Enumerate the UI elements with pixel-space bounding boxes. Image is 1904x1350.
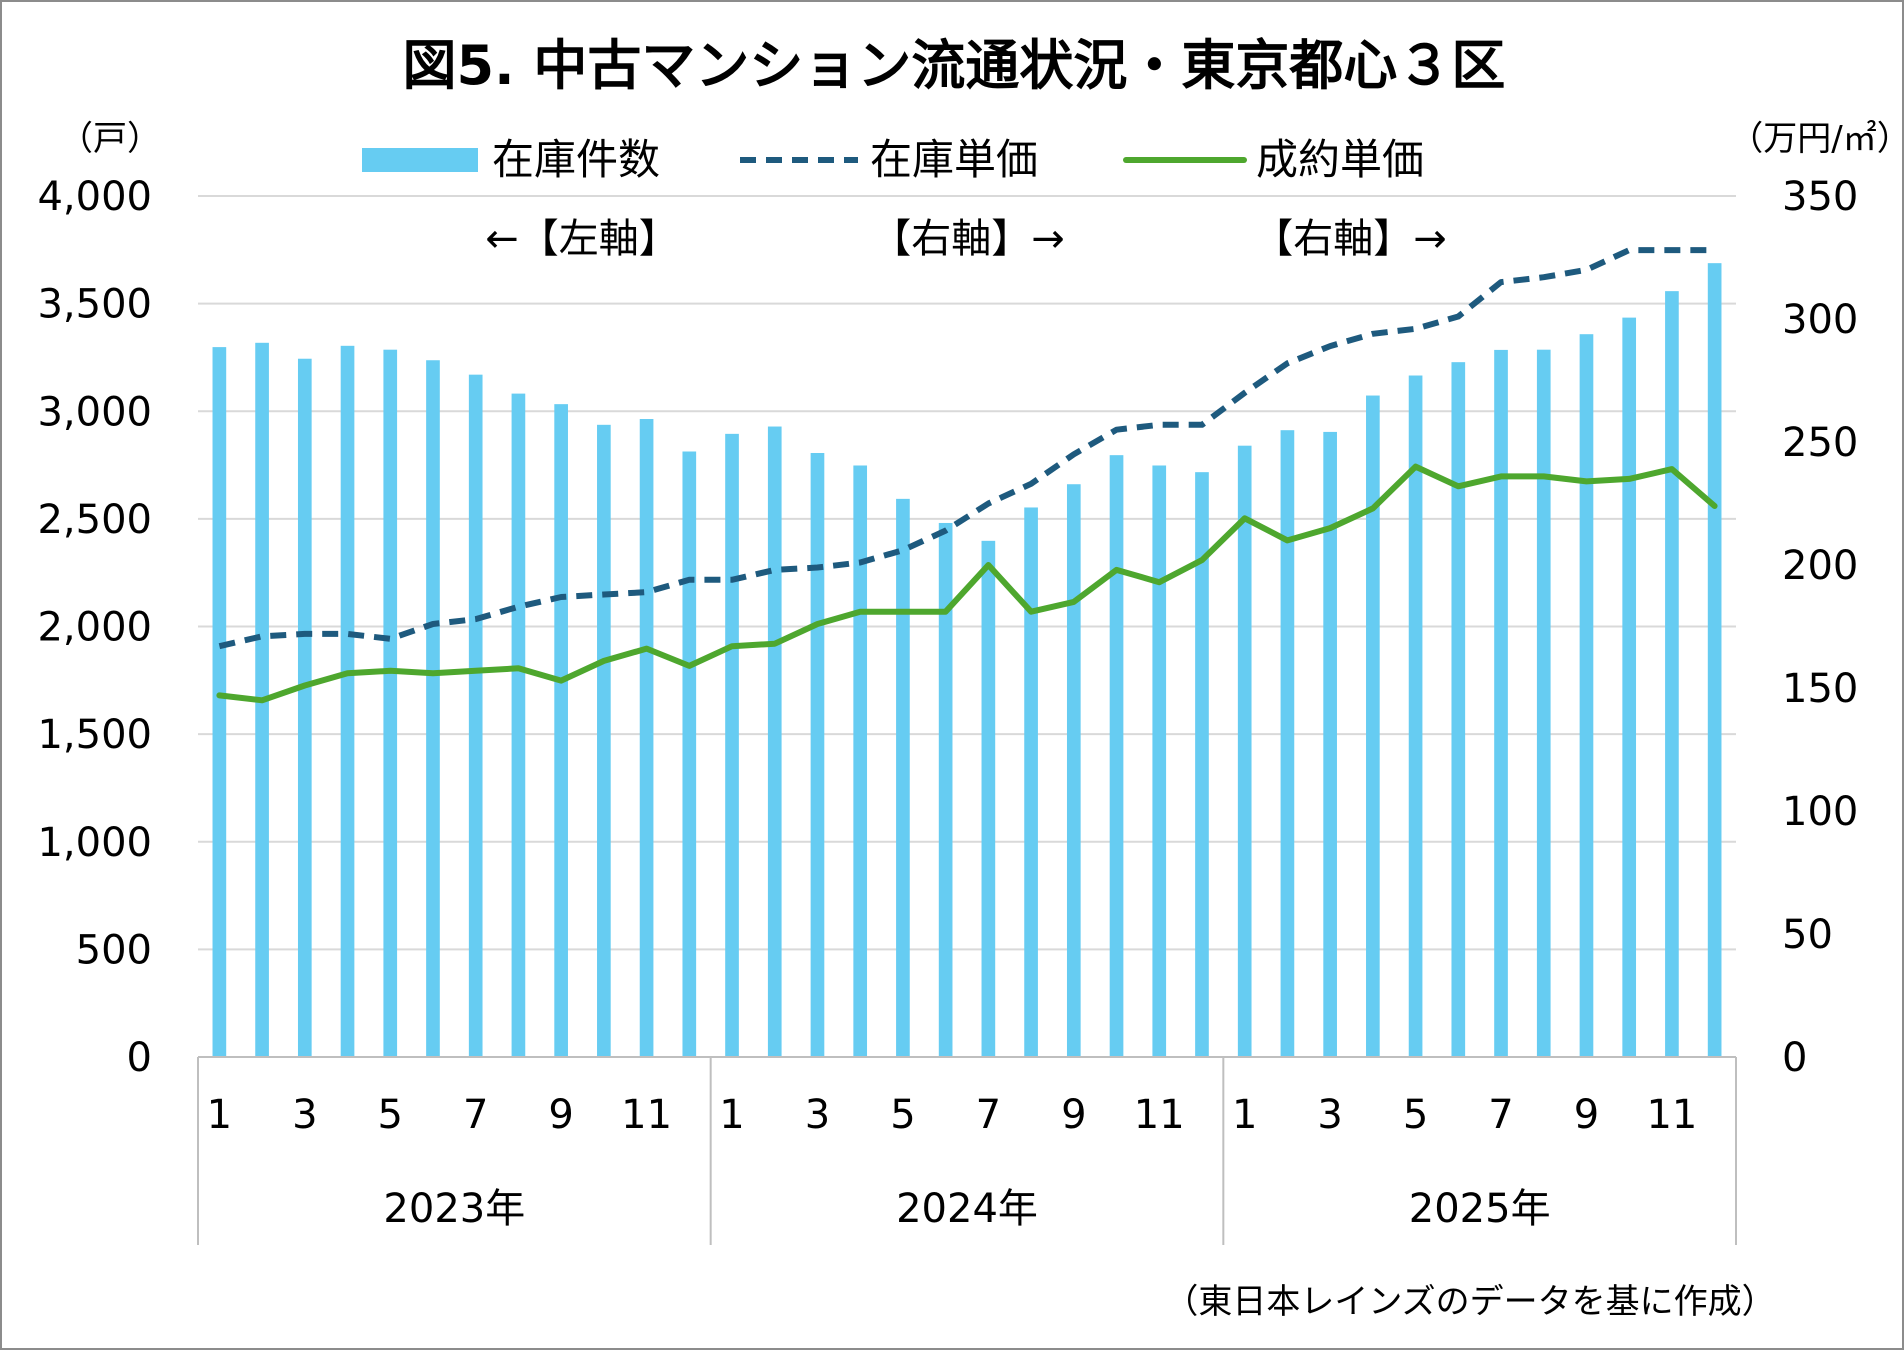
bar [981, 540, 996, 1057]
left-tick-label: 500 [76, 927, 152, 973]
bar [554, 404, 568, 1058]
month-label: 9 [1574, 1092, 1599, 1138]
source-note: （東日本レインズのデータを基に作成） [1164, 1282, 1775, 1322]
left-tick-label: 4,000 [37, 174, 152, 220]
month-label: 1 [207, 1092, 232, 1138]
right-tick-label: 300 [1782, 297, 1858, 343]
right-axis-unit: （万円/㎡） [1729, 119, 1902, 159]
month-label: 5 [890, 1092, 915, 1138]
month-label: 7 [463, 1092, 488, 1138]
bar [1237, 445, 1252, 1057]
bar [682, 451, 697, 1058]
bar [212, 347, 227, 1058]
left-tick-label: 0 [127, 1035, 152, 1081]
right-tick-label: 250 [1782, 420, 1858, 466]
bar-series [212, 263, 1722, 1058]
legend-label: 成約単価 [1256, 135, 1424, 184]
month-label: 11 [1646, 1092, 1697, 1138]
month-label: 5 [378, 1092, 403, 1138]
year-label: 2025年 [1409, 1186, 1551, 1232]
inventory-price-line [218, 247, 1715, 650]
left-tick-label: 3,000 [37, 389, 152, 435]
left-axis-ticks: 0 500 1,000 1,500 2,000 2,500 3,000 3,500 4,000 [37, 174, 152, 1081]
month-label: 9 [548, 1092, 573, 1138]
axis-note: 【右軸】→ [871, 216, 1065, 262]
legend: 在庫件数 在庫単価 成約単価 [362, 135, 1424, 184]
axis-notes: ←【左軸】 【右軸】→ 【右軸】→ [485, 216, 1447, 262]
bar [896, 498, 910, 1057]
legend-swatch-bar [362, 148, 478, 172]
month-label: 9 [1061, 1092, 1086, 1138]
bar [1280, 430, 1295, 1057]
month-label: 11 [621, 1092, 672, 1138]
bar [1494, 349, 1508, 1057]
bar [853, 465, 868, 1057]
bar [383, 349, 398, 1058]
right-tick-label: 200 [1782, 543, 1858, 589]
year-label: 2023年 [383, 1186, 525, 1232]
right-axis-ticks: 0 50 100 150 200 250 300 350 [1782, 174, 1858, 1081]
axis-note: 【右軸】→ [1253, 216, 1447, 262]
bar [511, 393, 526, 1057]
month-label: 7 [976, 1092, 1001, 1138]
bar [1109, 455, 1124, 1057]
right-tick-label: 50 [1782, 912, 1833, 958]
right-tick-label: 350 [1782, 174, 1858, 220]
legend-label: 在庫単価 [870, 135, 1038, 184]
gridlines [198, 195, 1736, 951]
bar [810, 453, 825, 1057]
month-label: 1 [719, 1092, 744, 1138]
month-label: 1 [1232, 1092, 1257, 1138]
left-tick-label: 2,500 [37, 497, 152, 543]
bar [340, 345, 355, 1058]
month-label: 3 [292, 1092, 317, 1138]
bar [1622, 317, 1637, 1058]
left-tick-label: 3,500 [37, 282, 152, 328]
bar [1195, 472, 1209, 1057]
month-label: 11 [1134, 1092, 1185, 1138]
axis-note: ←【左軸】 [485, 216, 679, 262]
right-tick-label: 0 [1782, 1035, 1807, 1081]
bar [468, 374, 483, 1058]
legend-label: 在庫件数 [492, 135, 660, 184]
bar [1066, 484, 1081, 1058]
month-label: 3 [805, 1092, 830, 1138]
right-tick-label: 100 [1782, 789, 1858, 835]
chart-title: 図5. 中古マンション流通状況・東京都心３区 [403, 34, 1506, 97]
month-label: 7 [1488, 1092, 1513, 1138]
bar [297, 358, 312, 1057]
line-series [216, 247, 1718, 704]
bar [938, 522, 953, 1057]
left-tick-label: 1,000 [37, 820, 152, 866]
bar [1707, 263, 1722, 1058]
month-label: 3 [1317, 1092, 1342, 1138]
bar [1665, 291, 1679, 1057]
bar [639, 418, 654, 1057]
bar [1024, 507, 1038, 1057]
bar [1152, 465, 1167, 1057]
bar [1579, 334, 1594, 1057]
bar [1536, 349, 1551, 1058]
year-label: 2024年 [896, 1186, 1038, 1232]
left-tick-label: 2,000 [37, 605, 152, 651]
bar [1408, 375, 1423, 1057]
left-axis-unit: （戸） [59, 119, 161, 159]
bar [767, 426, 782, 1058]
bar [597, 424, 611, 1057]
month-label: 5 [1403, 1092, 1428, 1138]
right-tick-label: 150 [1782, 666, 1858, 712]
bar [1451, 362, 1466, 1058]
contract-price-line [216, 463, 1718, 704]
bar [1366, 395, 1380, 1057]
left-tick-label: 1,500 [37, 712, 152, 758]
bar [1323, 431, 1337, 1057]
bar [426, 360, 440, 1058]
bar [725, 433, 739, 1057]
